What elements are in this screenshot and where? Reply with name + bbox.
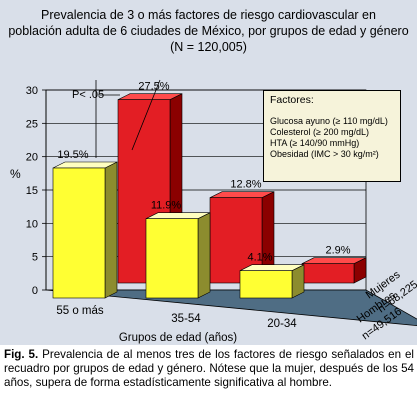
caption-text: Prevalencia de al menos tres de los fact…: [4, 348, 414, 389]
x-tick-label: 20-34: [267, 318, 297, 330]
legend-title: Factores:: [270, 94, 314, 106]
bar-mujeres-1-top: [209, 191, 275, 198]
data-label-mujeres: 27.5%: [138, 81, 169, 93]
bar-hombres-2: [239, 270, 293, 299]
factors-legend: Factores: Glucosa ayuno (≥ 110 mg/dL) Co…: [263, 90, 401, 182]
data-label-hombres: 4.1%: [247, 252, 272, 264]
data-label-mujeres: 2.9%: [325, 245, 350, 257]
y-tick-label: 5: [32, 252, 38, 264]
y-tick-label: 10: [26, 218, 38, 230]
bar-mujeres-2: [301, 263, 355, 284]
bar-hombres-1-side: [197, 212, 211, 299]
caption-label: Fig. 5.: [4, 348, 39, 361]
chart-title-line-3: (N = 120,005): [170, 40, 247, 54]
legend-item-hta: HTA (≥ 140/90 mmHg): [270, 138, 360, 148]
chart-title-line-2: población adulta de 6 ciudades de México…: [8, 24, 409, 38]
legend-item-glucosa: Glucosa ayuno (≥ 110 mg/dL): [270, 116, 388, 126]
chart-plot: 0 5 10 15 20 25 30% 27.5% 12.8% 2.9% 19.5% 11.9% 4.1…: [10, 79, 417, 344]
bar-mujeres-2-top: [301, 257, 367, 265]
x-tick-label: 55 o más: [56, 305, 104, 317]
legend-item-colesterol: Colesterol (≥ 200 mg/dL): [270, 127, 369, 137]
x-axis-label: Grupos de edad (años): [119, 332, 237, 344]
bar-hombres-1: [145, 218, 199, 299]
bar-hombres-0-top: [52, 161, 118, 169]
annotation-arrow-right: [131, 79, 161, 151]
chart-title-line-1: Prevalencia de 3 o más factores de riesg…: [41, 8, 376, 22]
bar-hombres-0-side: [104, 161, 118, 299]
legend-item-obesidad: Obesidad (IMC > 30 kg/m²): [270, 149, 379, 159]
y-axis-label: %: [10, 167, 21, 181]
bar-mujeres-0-top: [117, 93, 183, 100]
y-tick-label: 15: [26, 185, 38, 197]
bar-hombres-2-top: [239, 264, 305, 272]
bar-hombres-1-top: [145, 212, 211, 219]
y-tick-label: 30: [26, 85, 38, 97]
figure-caption: Fig. 5. Prevalencia de al menos tres de …: [4, 348, 414, 390]
bar-hombres-0: [52, 167, 106, 299]
y-tick-label: 25: [26, 118, 38, 130]
data-label-hombres: 19.5%: [57, 149, 88, 161]
annotation-label: P< .05: [72, 89, 104, 101]
data-label-hombres: 11.9%: [151, 200, 182, 212]
y-tick-label: 20: [26, 152, 38, 164]
data-label-mujeres: 12.8%: [230, 179, 261, 191]
y-tick-label: 0: [32, 285, 38, 297]
x-tick-label: 35-54: [171, 313, 201, 325]
figure-panel: Prevalencia de 3 o más factores de riesg…: [0, 0, 417, 345]
